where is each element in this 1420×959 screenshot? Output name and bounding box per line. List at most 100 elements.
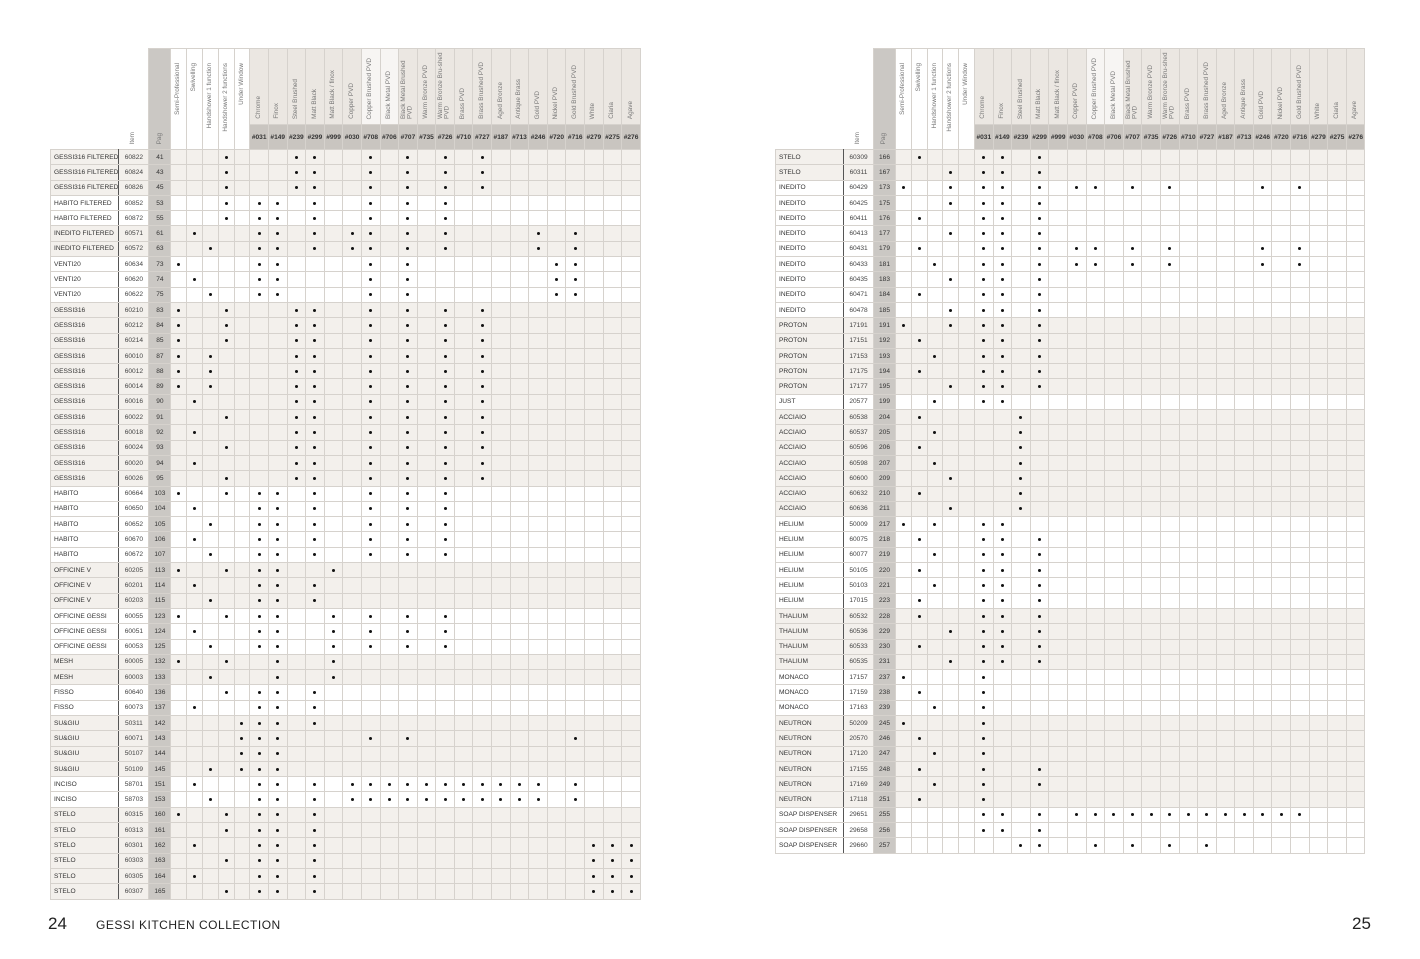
availability-dot bbox=[933, 430, 937, 434]
finish-cell bbox=[1197, 210, 1217, 227]
finish-cell bbox=[1252, 776, 1273, 793]
feature-cell bbox=[170, 393, 188, 411]
finish-cell bbox=[528, 623, 548, 640]
finish-cell bbox=[546, 806, 567, 824]
availability-dot bbox=[982, 538, 986, 542]
finish-cell bbox=[286, 210, 307, 227]
feature-cell bbox=[201, 424, 219, 441]
availability-dot bbox=[1000, 308, 1004, 312]
availability-dot bbox=[901, 721, 905, 725]
availability-dot bbox=[592, 859, 596, 863]
finish-cell bbox=[323, 286, 344, 303]
finish-cell bbox=[584, 745, 604, 762]
finish-cell bbox=[398, 837, 418, 854]
finish-cell bbox=[1159, 393, 1180, 411]
finish-cell bbox=[973, 332, 994, 349]
finish-cell bbox=[1066, 730, 1087, 747]
finish-code: #713 bbox=[509, 124, 530, 150]
feature-cell bbox=[958, 439, 975, 456]
availability-dot bbox=[387, 798, 391, 802]
finish-cell bbox=[1252, 822, 1273, 839]
page-ref: 114 bbox=[148, 577, 172, 594]
feature-cell bbox=[895, 485, 912, 502]
item-code: 60672 bbox=[118, 546, 150, 564]
finish-cell bbox=[1141, 210, 1161, 227]
finish-cell bbox=[1122, 439, 1143, 456]
finish-cell bbox=[305, 409, 325, 426]
feature-cell bbox=[958, 791, 975, 808]
finish-cell bbox=[286, 256, 307, 273]
product-name: INEDITO bbox=[775, 301, 844, 319]
finish-cell bbox=[360, 210, 381, 227]
feature-cell bbox=[186, 424, 203, 441]
finish-cell bbox=[973, 699, 994, 716]
feature-cell bbox=[895, 669, 912, 686]
finish-cell bbox=[973, 791, 994, 808]
finish-cell bbox=[1234, 225, 1254, 242]
finish-code: #999 bbox=[1048, 124, 1068, 150]
feature-cell bbox=[958, 363, 975, 380]
availability-dot bbox=[369, 385, 373, 389]
finish-cell bbox=[453, 760, 474, 778]
finish-cell bbox=[1122, 776, 1143, 793]
finish-cell bbox=[1327, 256, 1347, 273]
finish-cell bbox=[1085, 714, 1106, 732]
availability-dot bbox=[592, 844, 596, 847]
feature-cell bbox=[233, 760, 251, 778]
feature-cell bbox=[170, 286, 188, 303]
finish-cell bbox=[509, 531, 530, 548]
finish-cell bbox=[1104, 286, 1124, 303]
finish-cell bbox=[509, 562, 530, 579]
finish-cell bbox=[1085, 745, 1106, 762]
page-ref: 136 bbox=[148, 684, 172, 701]
finish-cell bbox=[565, 623, 586, 640]
feature-cell bbox=[926, 592, 944, 609]
availability-dot bbox=[313, 553, 317, 557]
finish-cell bbox=[267, 684, 288, 701]
finish-cell bbox=[360, 592, 381, 609]
feature-cell bbox=[958, 378, 975, 395]
item-code: 60622 bbox=[118, 286, 150, 303]
availability-dot bbox=[369, 538, 373, 542]
product-name: OFFICINE V bbox=[49, 577, 120, 594]
item-code: 60596 bbox=[843, 439, 874, 456]
availability-dot bbox=[573, 293, 577, 297]
finish-cell bbox=[1066, 562, 1087, 579]
page-ref: 94 bbox=[148, 454, 172, 472]
availability-dot bbox=[406, 492, 410, 496]
table-row: GESSI316 FILTERED 60826 45 bbox=[49, 179, 641, 196]
item-header-label: Item bbox=[129, 131, 137, 144]
finish-name: Gold Brushed PVD bbox=[570, 65, 578, 119]
finish-cell bbox=[1159, 684, 1180, 701]
finish-cell bbox=[1178, 562, 1199, 579]
availability-dot bbox=[982, 170, 986, 174]
item-code: 17177 bbox=[843, 378, 874, 395]
finish-cell bbox=[435, 194, 455, 212]
feature-cell bbox=[201, 546, 219, 564]
feature-cell bbox=[926, 837, 944, 854]
finish-cell bbox=[1252, 210, 1273, 227]
feature-cell bbox=[926, 363, 944, 380]
page-ref: 74 bbox=[148, 271, 172, 288]
finish-cell bbox=[1011, 301, 1031, 319]
finish-cell bbox=[453, 516, 474, 533]
finish-cell bbox=[472, 439, 493, 456]
finish-cell bbox=[621, 378, 641, 395]
finish-cell bbox=[546, 439, 567, 456]
finish-cell bbox=[1178, 669, 1199, 686]
finish-cell bbox=[1308, 332, 1329, 349]
finish-cell bbox=[360, 271, 381, 288]
finish-cell bbox=[305, 669, 325, 686]
availability-dot bbox=[443, 507, 447, 511]
availability-dot bbox=[982, 293, 986, 297]
finish-cell bbox=[1197, 531, 1217, 548]
finish-cell bbox=[398, 363, 418, 380]
finish-cell bbox=[305, 623, 325, 640]
finish-cell bbox=[342, 148, 362, 166]
table-row: INEDITO 60433 181 bbox=[775, 256, 1366, 273]
feature-cell bbox=[926, 516, 944, 533]
finish-cell bbox=[1271, 745, 1292, 762]
feature-cell bbox=[958, 653, 975, 671]
finish-cell bbox=[584, 454, 604, 472]
finish-cell bbox=[342, 745, 362, 762]
